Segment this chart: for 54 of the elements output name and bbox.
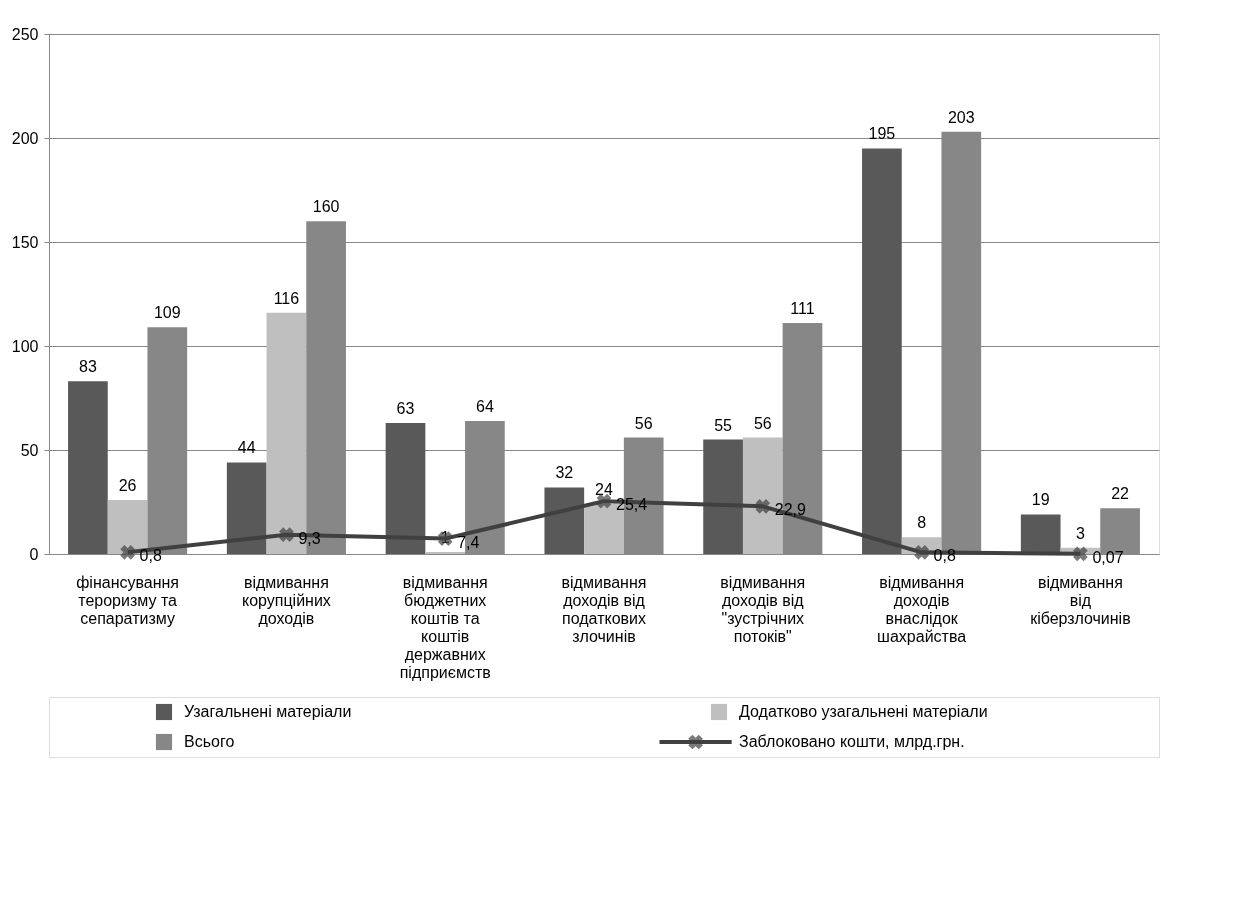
y-tick-label: 250 [11,25,39,43]
x-tick-label: відмивання доходів внаслідок шахрайства [877,573,967,645]
y-tick-label: 200 [11,129,39,147]
data-label: 3 [1075,524,1085,542]
y-tick-label: 100 [11,337,39,355]
data-label: 25,4 [616,496,648,514]
y-tick-label: 150 [11,233,39,251]
data-label: 203 [947,108,975,126]
data-label: 56 [753,414,772,432]
x-tick-label: відмивання від кіберзлочинів [1030,573,1131,627]
point [1073,546,1088,562]
bar [226,462,267,554]
legend-label: Додатково узагальнені матеріали [739,703,988,720]
bar [862,148,902,554]
x-tick-label: відмивання корупційних доходів [241,573,331,627]
data-label: 55 [714,416,733,434]
x-tick-label: відмивання доходів від "зустрічних потоків" [720,573,806,645]
data-label: 195 [868,125,896,143]
bar [68,381,108,554]
bar [1020,514,1061,554]
legend-label: Всього [184,733,235,750]
data-label: 26 [118,476,137,494]
data-label: 56 [634,414,653,432]
x-tick-label: відмивання бюджетних коштів та коштів державних підприємств [399,573,491,681]
data-label: 116 [273,289,300,307]
data-label: 109 [153,304,181,322]
bar [703,439,743,554]
data-label: 0,07 [1092,548,1124,566]
point [755,499,771,514]
x-tick-label: фінансування тероризму та сепаратизму [76,573,180,627]
data-label: 160 [312,198,340,216]
data-label: 0,8 [139,547,162,565]
data-label: 64 [476,397,494,415]
x-tick-label: відмивання доходів від податкових злочинів [561,573,647,645]
data-label: 24 [595,481,613,499]
bar [385,422,426,554]
legend-label: Узагальнені матеріали [184,703,352,720]
data-label: 44 [237,439,256,457]
y-tick-label: 0 [29,545,39,563]
data-label: 63 [396,399,415,417]
point [120,544,135,560]
data-label: 8 [917,514,927,532]
point [279,527,294,542]
data-label: 9,3 [298,529,321,547]
data-label: 19 [1031,491,1050,509]
legend-label: Заблоковано кошти, млрд.грн. [739,733,965,750]
data-label: 22,9 [774,501,807,519]
data-label: 32 [555,464,574,482]
data-label: 111 [790,300,815,318]
data-label: 22 [1111,485,1130,503]
y-tick-label: 50 [20,441,39,459]
bar [544,487,585,554]
data-label: 83 [79,358,97,376]
bar [425,551,466,554]
